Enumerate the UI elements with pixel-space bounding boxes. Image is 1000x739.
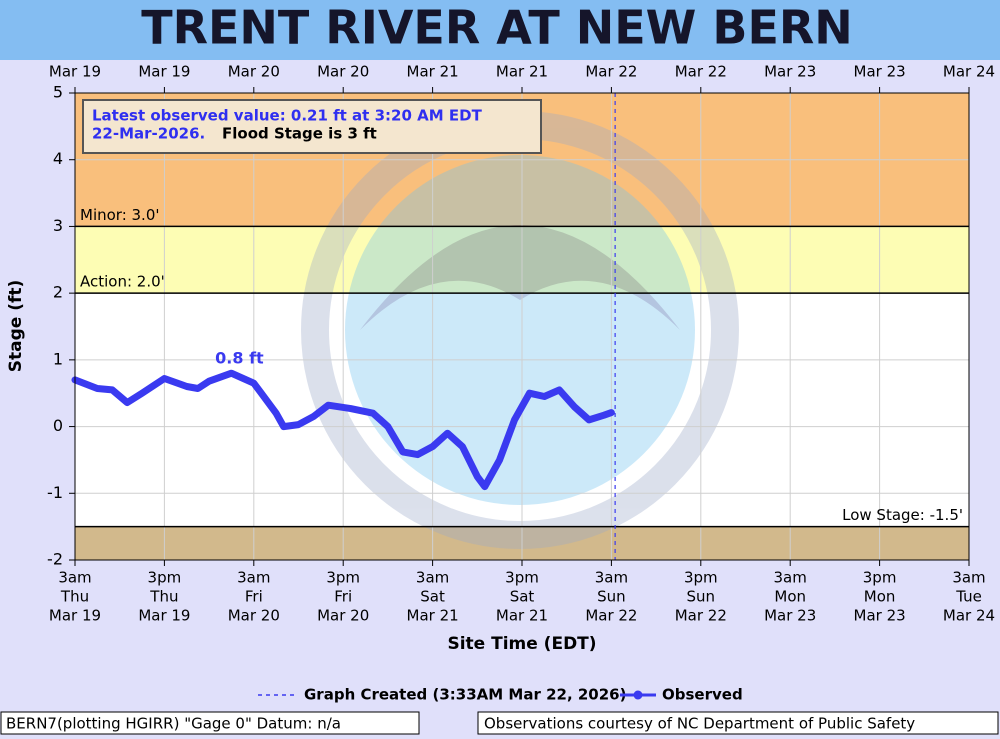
peak-label: 0.8 ft	[215, 349, 264, 368]
x-tick-label: Mar 22	[675, 607, 727, 625]
legend: Graph Created (3:33AM Mar 22, 2026) Obse…	[258, 686, 743, 704]
x-tick-label: Mar 23	[854, 607, 906, 625]
x2-tick-label: Mar 20	[317, 63, 369, 81]
x-tick-label: Sun	[687, 588, 716, 606]
y-tick-label: 3	[53, 216, 63, 235]
y-axis-label: Stage (ft)	[6, 280, 26, 373]
x-tick-label: 3am	[952, 569, 985, 587]
legend-created: Graph Created (3:33AM Mar 22, 2026)	[304, 686, 626, 704]
x-tick-label: 3am	[774, 569, 807, 587]
x-tick-label: Sat	[420, 588, 445, 606]
threshold-label: Action: 2.0'	[80, 273, 165, 291]
x2-tick-label: Mar 22	[585, 63, 637, 81]
x2-tick-label: Mar 21	[407, 63, 459, 81]
info-flood: Flood Stage is 3 ft	[222, 125, 377, 143]
series-line	[71, 369, 615, 491]
legend-observed: Observed	[662, 686, 743, 704]
x-tick-label: Thu	[60, 588, 89, 606]
plot-border	[74, 92, 970, 561]
x-tick-label: Mar 20	[317, 607, 369, 625]
threshold-label: Minor: 3.0'	[80, 206, 160, 224]
y-tick-label: 0	[53, 416, 63, 435]
x2-tick-label: Mar 23	[764, 63, 816, 81]
x-tick-label: Mon	[774, 588, 806, 606]
info-box: Latest observed value: 0.21 ft at 3:20 A…	[82, 99, 542, 154]
x-tick-label: Mar 22	[585, 607, 637, 625]
y-tick-label: 4	[53, 149, 63, 168]
x-tick-label: Mar 21	[407, 607, 459, 625]
x-tick-label: 3pm	[505, 569, 539, 587]
x-axis-label: Site Time (EDT)	[447, 634, 596, 654]
x-tick-label: 3pm	[326, 569, 360, 587]
chart-title: TRENT RIVER AT NEW BERN	[141, 1, 853, 55]
x-tick-label: 3am	[237, 569, 270, 587]
y-tick-label: 5	[53, 83, 63, 102]
x-tick-label: 3am	[416, 569, 449, 587]
watermark	[301, 111, 739, 549]
x-tick-label: Mar 19	[49, 607, 101, 625]
x-tick-label: Mar 24	[943, 607, 995, 625]
x-tick-label: 3pm	[148, 569, 182, 587]
x-tick-label: Mar 20	[228, 607, 280, 625]
x-tick-label: 3am	[58, 569, 91, 587]
footer-left-box	[0, 711, 420, 735]
x2-tick-label: Mar 23	[854, 63, 906, 81]
x-tick-label: Fri	[334, 588, 352, 606]
x-tick-label: Mar 19	[138, 607, 190, 625]
x2-tick-label: Mar 20	[228, 63, 280, 81]
info-date: 22-Mar-2026.	[92, 125, 205, 143]
x2-tick-label: Mar 19	[138, 63, 190, 81]
info-latest: Latest observed value: 0.21 ft at 3:20 A…	[92, 107, 483, 125]
x2-tick-label: Mar 22	[675, 63, 727, 81]
info-box-frame	[82, 99, 542, 154]
y-tick-label: -2	[47, 550, 63, 569]
x-tick-label: Thu	[149, 588, 178, 606]
legend-observed-marker	[633, 690, 643, 700]
footer-left: BERN7(plotting HGIRR) "Gage 0" Datum: n/…	[6, 715, 341, 733]
y-tick-label: -1	[47, 483, 63, 502]
y-tick-label: 2	[53, 283, 63, 302]
x-tick-label: Sat	[510, 588, 535, 606]
x-tick-label: Mon	[864, 588, 896, 606]
x2-tick-label: Mar 24	[943, 63, 995, 81]
x-tick-label: Mar 21	[496, 607, 548, 625]
footer-right-box	[477, 711, 999, 735]
x-tick-label: Sun	[597, 588, 626, 606]
y-tick-label: 1	[53, 349, 63, 368]
x2-tick-label: Mar 19	[49, 63, 101, 81]
x2-tick-label: Mar 21	[496, 63, 548, 81]
x-tick-label: 3pm	[684, 569, 718, 587]
threshold-label: Low Stage: -1.5'	[842, 506, 963, 524]
title-banner	[0, 0, 1000, 60]
footer-right: Observations courtesy of NC Department o…	[484, 715, 915, 733]
x-tick-label: Mar 23	[764, 607, 816, 625]
x-tick-label: Fri	[245, 588, 263, 606]
x-tick-label: 3pm	[863, 569, 897, 587]
x-tick-label: 3am	[595, 569, 628, 587]
x-tick-label: Tue	[955, 588, 982, 606]
